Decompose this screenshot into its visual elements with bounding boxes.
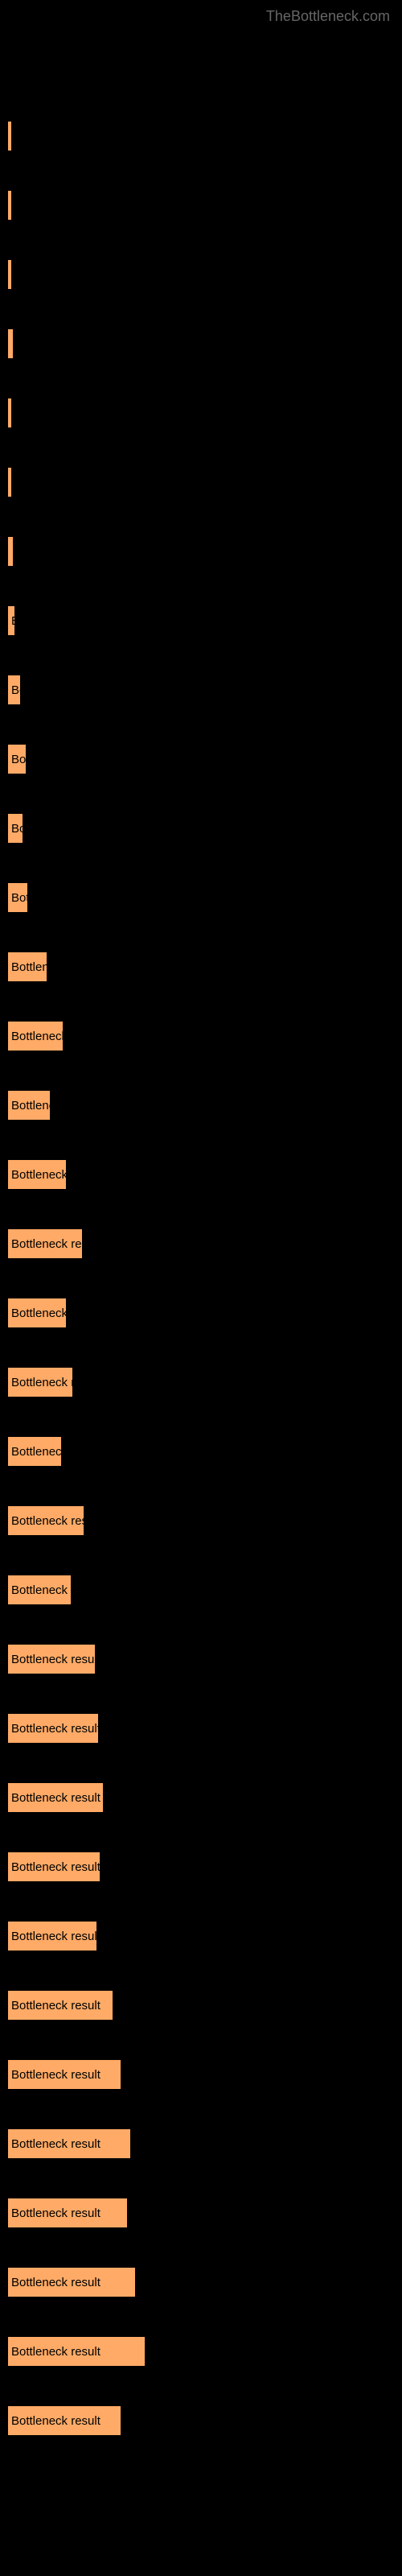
bar-row	[8, 122, 394, 151]
bar: B	[8, 606, 14, 635]
bar-row: Bottleneck result	[8, 1714, 394, 1743]
bar-label: Bottleneck result	[11, 2137, 100, 2151]
bar-label: Bottleneck result	[11, 2207, 100, 2220]
bar: Bo	[8, 814, 23, 843]
bar-label: Bottleneck re	[11, 1445, 61, 1459]
bar-row	[8, 398, 394, 427]
bar-row: Bottleneck res	[8, 1298, 394, 1327]
bar-row: Bottleneck res	[8, 1160, 394, 1189]
bar-label: Bottleneck result	[11, 1722, 98, 1736]
bar-label: Bottleneck res	[11, 1168, 66, 1182]
bar-row	[8, 260, 394, 289]
bar-label: Bottleneck result	[11, 1860, 100, 1874]
bar-label: Bottleneck result	[11, 2276, 100, 2289]
bar-row: Bottleneck result	[8, 2337, 394, 2366]
bar-row	[8, 468, 394, 497]
bar-row	[8, 537, 394, 566]
bar-row	[8, 191, 394, 220]
bar: Bott	[8, 745, 26, 774]
bar-label: Bottleneck	[11, 1099, 50, 1113]
bar-label: Bottleneck resu	[11, 1376, 72, 1389]
bar-label: Bottleneck res	[11, 1307, 66, 1320]
bar	[8, 260, 11, 289]
bar: Bottleneck res	[8, 1160, 66, 1189]
bar: Bottleneck result	[8, 2129, 130, 2158]
bar: Bott	[8, 883, 27, 912]
bar: Bottleneck result	[8, 1783, 103, 1812]
bar-label: Bottleneck result	[11, 1514, 84, 1528]
bar: Bottleneck result	[8, 1852, 100, 1881]
bar	[8, 537, 13, 566]
bar-row: Bottleneck result	[8, 1922, 394, 1951]
bar-row: Bottleneck re	[8, 1022, 394, 1051]
bar-row: Bo	[8, 675, 394, 704]
bar-label: Bottleneck result	[11, 1791, 100, 1805]
bar-row: Bott	[8, 745, 394, 774]
bar-row: B	[8, 606, 394, 635]
bar: Bottleneck result	[8, 2060, 121, 2089]
watermark-text: TheBottleneck.com	[0, 0, 402, 25]
bar: Bottleneck res	[8, 1298, 66, 1327]
bar-row: Bottleneck result	[8, 2060, 394, 2089]
bar-label: Bottleneck result	[11, 1237, 82, 1251]
bar-row: Bo	[8, 814, 394, 843]
bar: Bottleneck result	[8, 1922, 96, 1951]
bar-row: Bottleneck result	[8, 2268, 394, 2297]
bar-row	[8, 329, 394, 358]
bar-label: Bottleneck result	[11, 1930, 96, 1943]
bar: Bottleneck result	[8, 2198, 127, 2227]
bar-row: Bottleneck result	[8, 2198, 394, 2227]
bar-label: Bottleneck result	[11, 2345, 100, 2359]
bar-row: Bottleneck result	[8, 1506, 394, 1535]
bar: Bottleneck	[8, 1091, 50, 1120]
bar: Bottlene	[8, 952, 47, 981]
bar	[8, 122, 11, 151]
bar-row: Bottlene	[8, 952, 394, 981]
bar: Bottleneck re	[8, 1437, 61, 1466]
bar-row: Bottleneck result	[8, 1783, 394, 1812]
bar: Bottleneck result	[8, 1645, 95, 1674]
bar-label: Bottleneck result	[11, 2068, 100, 2082]
bar-row: Bottleneck result	[8, 2129, 394, 2158]
bar-row: Bottleneck result	[8, 1852, 394, 1881]
bar: Bottleneck resu	[8, 1575, 71, 1604]
bar	[8, 468, 11, 497]
bar-label: Bottleneck result	[11, 2414, 100, 2428]
bar-label: Bottleneck resu	[11, 1583, 71, 1597]
bar-label: Bo	[11, 683, 20, 697]
bar	[8, 398, 11, 427]
bar-label: Bottleneck re	[11, 1030, 63, 1043]
bar: Bottleneck result	[8, 1506, 84, 1535]
bar: Bottleneck result	[8, 1714, 98, 1743]
bar-label: Bottlene	[11, 960, 47, 974]
bar-row: Bott	[8, 883, 394, 912]
bar: Bottleneck result	[8, 2406, 121, 2435]
bar-row: Bottleneck resu	[8, 1575, 394, 1604]
bar-label: Bott	[11, 753, 26, 766]
bar-row: Bottleneck result	[8, 1645, 394, 1674]
bar-label: Bott	[11, 891, 27, 905]
bar-row: Bottleneck re	[8, 1437, 394, 1466]
bar: Bottleneck result	[8, 1229, 82, 1258]
bar: Bottleneck result	[8, 2337, 145, 2366]
bar-row: Bottleneck	[8, 1091, 394, 1120]
bar	[8, 191, 11, 220]
bar-row: Bottleneck resu	[8, 1368, 394, 1397]
bar-label: Bo	[11, 822, 23, 836]
bar-label: B	[11, 614, 14, 628]
bar: Bottleneck re	[8, 1022, 63, 1051]
bar-label: Bottleneck result	[11, 1999, 100, 2013]
bar-label: Bottleneck result	[11, 1653, 95, 1666]
bar: Bottleneck result	[8, 2268, 135, 2297]
bar: Bottleneck result	[8, 1991, 113, 2020]
bar	[8, 329, 13, 358]
bar-chart: B Bo Bott Bo Bott Bottlene Bottleneck re Bottle…	[0, 122, 402, 2435]
bar-row: Bottleneck result	[8, 1991, 394, 2020]
bar: Bo	[8, 675, 20, 704]
bar-row: Bottleneck result	[8, 1229, 394, 1258]
bar: Bottleneck resu	[8, 1368, 72, 1397]
bar-row: Bottleneck result	[8, 2406, 394, 2435]
